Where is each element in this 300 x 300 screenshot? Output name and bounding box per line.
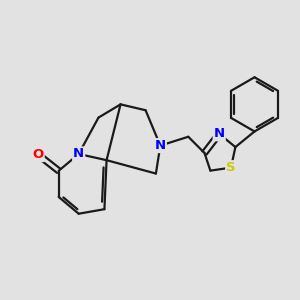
Text: N: N — [73, 148, 84, 160]
Text: N: N — [155, 139, 166, 152]
Text: S: S — [226, 161, 236, 174]
Text: N: N — [214, 127, 225, 140]
Text: O: O — [32, 148, 44, 161]
